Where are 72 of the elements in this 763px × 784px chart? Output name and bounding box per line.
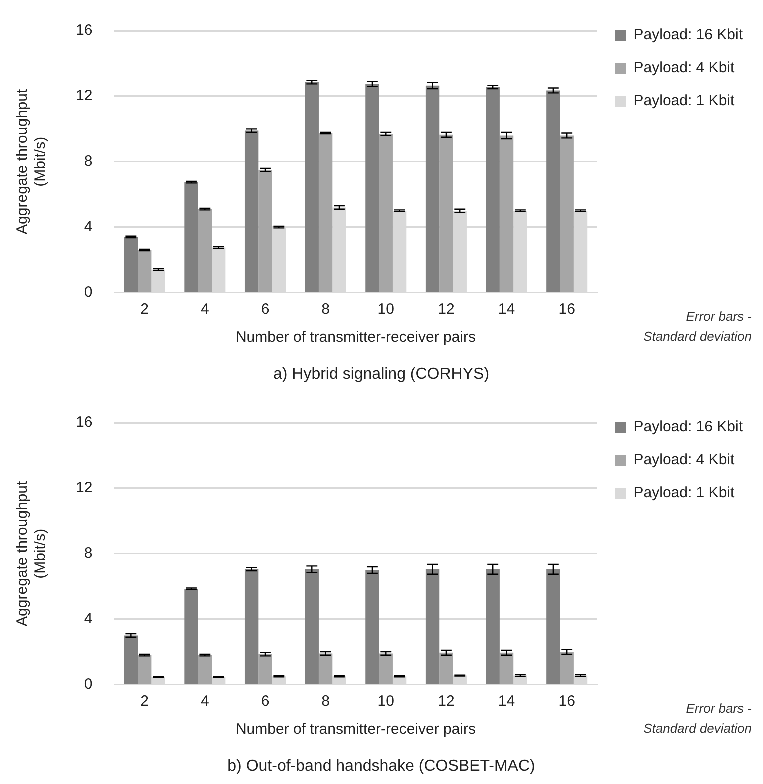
text: Error bars - Standard deviation [644, 308, 753, 344]
x-tick-label: 12 [438, 300, 455, 318]
x-tick-label: 8 [322, 300, 330, 318]
x-tick-label: 12 [438, 692, 455, 710]
y-tick-label: 16 [76, 22, 93, 40]
x-tick-label: 16 [558, 692, 576, 710]
bar [244, 569, 259, 684]
x-tick-label: 10 [378, 692, 394, 710]
bar [546, 90, 560, 292]
bar [440, 134, 454, 292]
bar [379, 654, 393, 684]
y-axis-title: Aggregate throughput (Mbit/s) [14, 480, 50, 626]
bar [366, 84, 380, 292]
y-tick-label: 12 [76, 88, 93, 105]
bar [426, 86, 440, 292]
bar [305, 569, 319, 684]
bar [258, 170, 272, 292]
x-axis-title: Number of transmitter-receiver pairs [236, 720, 476, 738]
bar [198, 655, 212, 684]
x-tick-label: 2 [140, 692, 150, 710]
bar [486, 569, 500, 684]
y-tick-label: 8 [84, 153, 93, 170]
x-tick-label: 16 [558, 300, 576, 318]
legend-label: Payload: 1 Kbit [634, 92, 736, 110]
text: b) Out-of-band handshake (COSBET-MAC) [228, 758, 536, 775]
bar [318, 133, 333, 292]
bar [366, 570, 380, 684]
x-tick-label: 6 [261, 692, 270, 710]
y-tick-label: 4 [84, 218, 93, 236]
bar [500, 652, 514, 684]
bar [244, 130, 259, 292]
y-axis-title: Aggregate throughput (Mbit/s) [14, 88, 50, 234]
x-tick-label: 6 [261, 300, 270, 318]
bar [138, 655, 152, 684]
y-tick-label: 8 [84, 545, 93, 562]
x-tick-label: 14 [498, 300, 516, 318]
x-axis-title: Number of transmitter-receiver pairs [236, 328, 476, 346]
x-tick-label: 4 [200, 692, 210, 710]
x-tick-label: 4 [200, 300, 210, 318]
bar [546, 569, 560, 684]
x-tick-label: 8 [322, 692, 330, 710]
legend-label: Payload: 4 Kbit [634, 452, 736, 469]
bar [500, 136, 514, 292]
y-tick-label: 0 [84, 284, 93, 301]
y-tick-label: 12 [76, 480, 93, 497]
x-tick-label: 10 [378, 300, 394, 318]
legend-label: Payload: 1 Kbit [634, 484, 736, 502]
bar [138, 250, 152, 292]
bar [560, 652, 574, 684]
bar [440, 652, 454, 684]
x-tick-label: 14 [498, 692, 516, 710]
y-tick-label: 16 [76, 414, 93, 432]
legend-label: Payload: 4 Kbit [634, 60, 736, 77]
text: Error bars - Standard deviation [644, 700, 753, 736]
legend-label: Payload: 16 Kbit [634, 26, 744, 44]
bar [124, 237, 138, 292]
bar [560, 136, 574, 292]
bar [486, 87, 500, 292]
bar [318, 654, 333, 684]
bar [258, 654, 272, 684]
y-tick-label: 4 [84, 610, 93, 628]
bar [426, 569, 440, 684]
bar [124, 636, 138, 684]
bar [379, 134, 393, 292]
x-tick-label: 2 [140, 300, 150, 318]
bar [184, 589, 198, 684]
bar [184, 182, 198, 292]
text: a) Hybrid signaling (CORHYS) [273, 366, 490, 383]
legend-label: Payload: 16 Kbit [634, 418, 744, 436]
bar [198, 209, 212, 292]
y-tick-label: 0 [84, 676, 93, 693]
bar [305, 82, 319, 292]
